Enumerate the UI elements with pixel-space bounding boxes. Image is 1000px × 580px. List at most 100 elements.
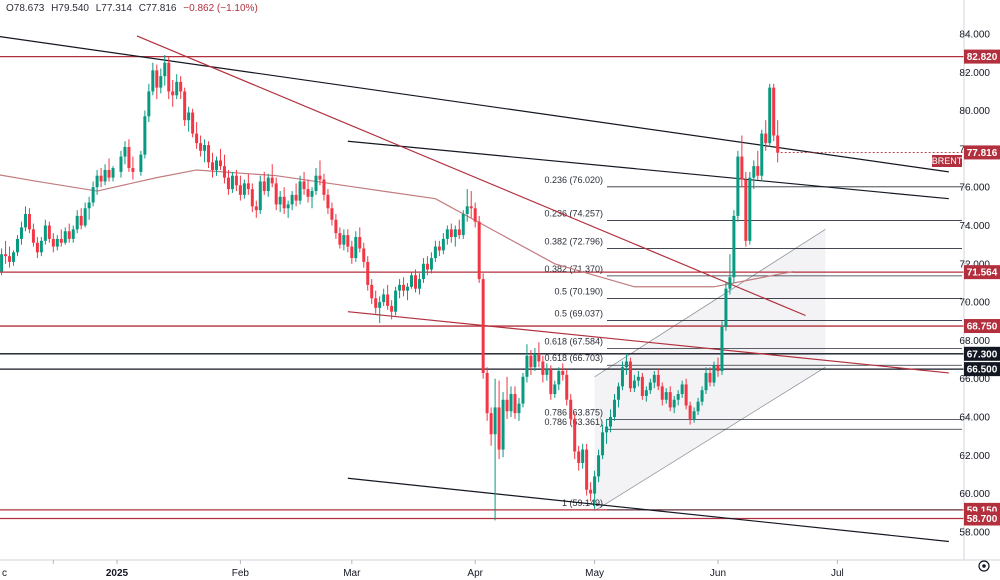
moving-average — [0, 169, 794, 288]
candle — [581, 443, 585, 469]
candle — [290, 191, 294, 211]
candle — [266, 173, 270, 197]
candle — [131, 156, 135, 180]
candle — [760, 129, 764, 182]
candle — [378, 296, 382, 324]
candle — [139, 150, 143, 176]
candle — [43, 219, 47, 245]
candle — [175, 74, 179, 100]
symbol-label: BRENT — [932, 156, 963, 166]
candle — [322, 173, 326, 201]
svg-text:O78.673 H79.540 L7: O78.673 H79.540 L77.314 C77.816 −0.862 (… — [6, 3, 258, 14]
candle — [433, 240, 437, 262]
candle — [103, 164, 107, 186]
trendline[interactable] — [0, 36, 949, 173]
candle — [704, 367, 708, 395]
price-tick-label: 60.000 — [959, 489, 990, 500]
candle — [318, 160, 322, 186]
candle — [533, 348, 537, 372]
candle — [736, 150, 740, 222]
time-tick-label: Jun — [710, 568, 726, 579]
price-tick-label: 72.000 — [959, 259, 990, 270]
trendline[interactable] — [347, 140, 949, 200]
candle — [310, 187, 314, 209]
candle — [191, 108, 195, 138]
candle — [183, 87, 187, 126]
candle — [417, 273, 421, 295]
candle — [688, 401, 692, 425]
candle — [537, 342, 541, 368]
last-price-badge: 77.816 — [964, 145, 1000, 160]
candle — [254, 200, 258, 218]
settings-gear-icon[interactable] — [978, 560, 990, 572]
candle — [342, 229, 346, 251]
candle — [95, 169, 99, 195]
candle — [696, 397, 700, 416]
candle — [302, 171, 306, 195]
candle — [4, 240, 8, 264]
price-axis[interactable]: 58.000 60.000 62.000 64.000 66.000 68.000 70.0… — [959, 0, 990, 560]
candle — [330, 202, 334, 226]
candle — [676, 390, 680, 406]
candle — [776, 120, 780, 163]
candle — [346, 229, 350, 253]
candle — [286, 200, 290, 218]
candle — [497, 380, 501, 460]
candle — [764, 120, 768, 151]
price-tick-label: 80.000 — [959, 106, 990, 117]
trendline[interactable] — [347, 311, 949, 374]
price-tick-label: 74.000 — [959, 221, 990, 232]
candle — [748, 171, 752, 245]
svg-text:58.700: 58.700 — [967, 514, 998, 525]
trendline[interactable] — [136, 35, 806, 317]
price-tick-label: 84.000 — [959, 30, 990, 41]
candle — [83, 202, 87, 228]
price-tick-label: 62.000 — [959, 451, 990, 462]
candle — [525, 344, 529, 383]
candle — [354, 231, 358, 262]
candle — [258, 175, 262, 215]
ohlc-open: O78.673 — [6, 3, 45, 14]
candle — [449, 223, 453, 243]
price-tick-label: 76.000 — [959, 183, 990, 194]
candle — [127, 139, 131, 172]
candle — [414, 269, 417, 293]
candle — [441, 233, 445, 255]
candle — [605, 418, 609, 444]
candle — [461, 210, 465, 239]
candle — [593, 470, 597, 509]
candle — [306, 179, 310, 203]
channel-lower-line — [594, 366, 826, 512]
candle — [338, 227, 342, 249]
candle — [541, 355, 545, 383]
candle — [91, 181, 95, 207]
candlesticks — [0, 55, 780, 521]
ohlc-close: C77.816 — [139, 3, 177, 14]
candle — [501, 392, 505, 458]
moving-average-line — [0, 169, 794, 288]
candle — [553, 380, 557, 398]
candle — [453, 225, 457, 247]
candle — [613, 394, 616, 421]
price-level-badges: 82.820 71.564 68.750 67.300 66.500 59.15058.7… — [780, 49, 1000, 526]
candle — [668, 386, 672, 412]
candle — [31, 223, 35, 247]
candle — [589, 482, 593, 502]
candle — [652, 371, 656, 389]
candle — [609, 409, 613, 433]
trendline[interactable] — [347, 477, 949, 543]
candle — [274, 177, 278, 211]
candle — [207, 141, 211, 169]
candle — [561, 363, 565, 381]
candle — [390, 300, 394, 320]
candle — [660, 382, 664, 406]
candle — [700, 386, 704, 406]
candle — [394, 286, 398, 316]
candle — [350, 240, 354, 264]
time-axis[interactable]: c 2025 Feb Mar Apr May Jun Jul — [0, 559, 1000, 579]
candle — [740, 135, 744, 188]
candle — [23, 206, 27, 232]
candle — [457, 219, 461, 239]
candle — [585, 443, 589, 496]
